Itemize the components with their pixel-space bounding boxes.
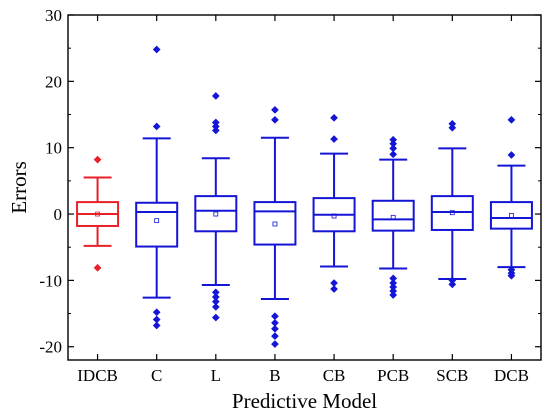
- outlier-point: [270, 332, 279, 341]
- x-tick-label: B: [269, 366, 280, 385]
- outlier-point: [211, 126, 220, 135]
- outlier-point: [270, 340, 279, 349]
- outlier-point: [448, 123, 457, 132]
- mean-marker: [449, 210, 455, 216]
- outlier-point: [152, 308, 161, 317]
- y-tick-label: 0: [54, 205, 63, 224]
- box-b: [253, 105, 297, 349]
- y-axis-title: Errors: [7, 161, 31, 213]
- y-tick-label: 10: [45, 139, 62, 158]
- x-axis-title: Predictive Model: [232, 389, 377, 413]
- x-tick-label: SCB: [436, 366, 468, 385]
- y-tick-label: 30: [45, 6, 62, 25]
- outlier-point: [507, 115, 516, 124]
- plot-area: [67, 14, 542, 361]
- outlier-point: [270, 312, 279, 321]
- outlier-point: [211, 302, 220, 311]
- box-dcb: [489, 115, 533, 280]
- box-idcb: [76, 155, 120, 272]
- outlier-point: [93, 155, 102, 164]
- box-scb: [430, 119, 474, 289]
- outlier-point: [211, 313, 220, 322]
- outlier-point: [93, 263, 102, 272]
- mean-marker: [95, 211, 100, 217]
- box-pcb: [371, 135, 415, 299]
- x-axis: IDCB C L B CB PCB SCB DCB: [77, 15, 529, 385]
- iqr-box: [253, 201, 297, 246]
- x-tick-label: L: [211, 366, 221, 385]
- outlier-point: [211, 91, 220, 100]
- y-tick-label: 20: [45, 72, 62, 91]
- outlier-point: [330, 135, 339, 144]
- outlier-point: [507, 151, 516, 159]
- outlier-point: [270, 105, 279, 114]
- outlier-point: [152, 45, 161, 54]
- mean-marker: [154, 218, 160, 224]
- mean-marker: [213, 211, 219, 217]
- iqr-box: [135, 201, 179, 248]
- y-tick-label: -10: [39, 271, 62, 290]
- mean-marker: [272, 221, 278, 227]
- outlier-point: [507, 271, 516, 280]
- box-l: [194, 91, 238, 322]
- y-tick-label: -20: [39, 338, 62, 357]
- outlier-point: [152, 321, 161, 330]
- mean-marker: [509, 212, 514, 218]
- outlier-point: [270, 115, 279, 124]
- y-axis: -20 -10 0 10 20 30: [39, 6, 541, 357]
- outlier-point: [389, 150, 398, 159]
- mean-marker: [331, 213, 337, 219]
- outlier-point: [448, 280, 457, 289]
- mean-marker: [390, 214, 396, 220]
- x-tick-label: DCB: [494, 366, 529, 385]
- x-tick-label: IDCB: [77, 366, 118, 385]
- outlier-point: [389, 291, 398, 299]
- outlier-point: [330, 285, 339, 293]
- plot-frame: [67, 14, 542, 361]
- outlier-point: [152, 122, 161, 131]
- x-tick-label: C: [151, 366, 162, 385]
- box-cb: [312, 113, 356, 293]
- box-c: [135, 45, 179, 330]
- x-tick-label: CB: [323, 366, 346, 385]
- x-tick-label: PCB: [377, 366, 409, 385]
- boxes: [76, 45, 533, 349]
- iqr-box: [194, 195, 238, 233]
- outlier-point: [330, 113, 339, 122]
- outlier-point: [270, 324, 279, 333]
- iqr-box: [489, 201, 533, 230]
